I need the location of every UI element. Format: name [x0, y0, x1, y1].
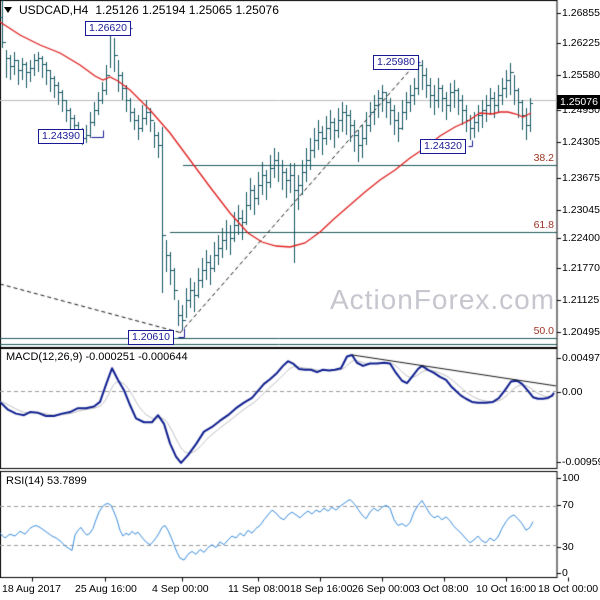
ohlc-readout: 1.25126 1.25194 1.25065 1.25076 — [95, 3, 279, 17]
rsi-axis-label: 30 — [562, 541, 574, 553]
symbol-timeframe: USDCAD,H4 — [19, 3, 89, 17]
price-axis-label: 1.21125 — [562, 294, 600, 306]
price-level-tag: 1.24390 — [38, 129, 84, 144]
time-axis-label: 18 Aug 2017 — [2, 583, 61, 595]
price-axis-label: 1.22400 — [562, 232, 600, 244]
time-axis-label: 25 Aug 16:00 — [75, 583, 137, 595]
price-axis-label: 1.25580 — [562, 69, 600, 81]
price-level-tag: 1.25980 — [373, 55, 419, 70]
time-axis-label: 10 Oct 16:00 — [476, 583, 537, 595]
rsi-indicator-label: RSI(14) 53.7899 — [6, 475, 87, 487]
current-price-tag: 1.25076 — [557, 95, 600, 109]
price-axis-label: 1.23045 — [562, 204, 600, 216]
fib-level-label: 50.0 — [533, 324, 554, 337]
rsi-axis-label: 100 — [562, 472, 580, 484]
price-axis-label: 1.26855 — [562, 7, 600, 19]
time-axis-label: 11 Sep 08:00 — [228, 583, 290, 595]
chart-title: USDCAD,H4 1.25126 1.25194 1.25065 1.2507… — [4, 3, 279, 17]
symbol-dropdown-icon[interactable] — [4, 7, 12, 13]
time-axis-label: 3 Oct 08:00 — [414, 583, 469, 595]
time-axis-label: 4 Sep 00:00 — [152, 583, 209, 595]
rsi-axis-label: 70 — [562, 499, 574, 511]
price-level-tag: 1.24320 — [420, 139, 466, 154]
price-level-tag: 1.26620 — [85, 21, 131, 36]
price-axis-label: 1.24305 — [562, 136, 600, 148]
time-axis-label: 26 Sep 00:00 — [352, 583, 415, 595]
macd-axis-label: 0.004974 — [562, 352, 600, 364]
macd-indicator-label: MACD(12,26,9) -0.000251 -0.000644 — [6, 351, 188, 363]
rsi-axis-label: 0 — [562, 567, 568, 579]
price-axis-label: 1.26225 — [562, 37, 600, 49]
price-axis-label: 1.20495 — [562, 326, 600, 338]
watermark: ActionForex.com — [330, 284, 556, 315]
macd-axis-label: 0.00 — [562, 386, 583, 398]
price-level-tag: 1.20610 — [128, 330, 174, 345]
time-axis-label: 18 Oct 00:00 — [538, 583, 599, 595]
price-axis-label: 1.23675 — [562, 172, 600, 184]
macd-axis-label: -0.009591 — [562, 456, 600, 468]
time-axis-label: 18 Sep 16:00 — [290, 583, 353, 595]
fib-level-label: 61.8 — [533, 218, 554, 231]
fib-level-label: 38.2 — [533, 151, 554, 164]
price-axis-label: 1.21770 — [562, 262, 600, 274]
